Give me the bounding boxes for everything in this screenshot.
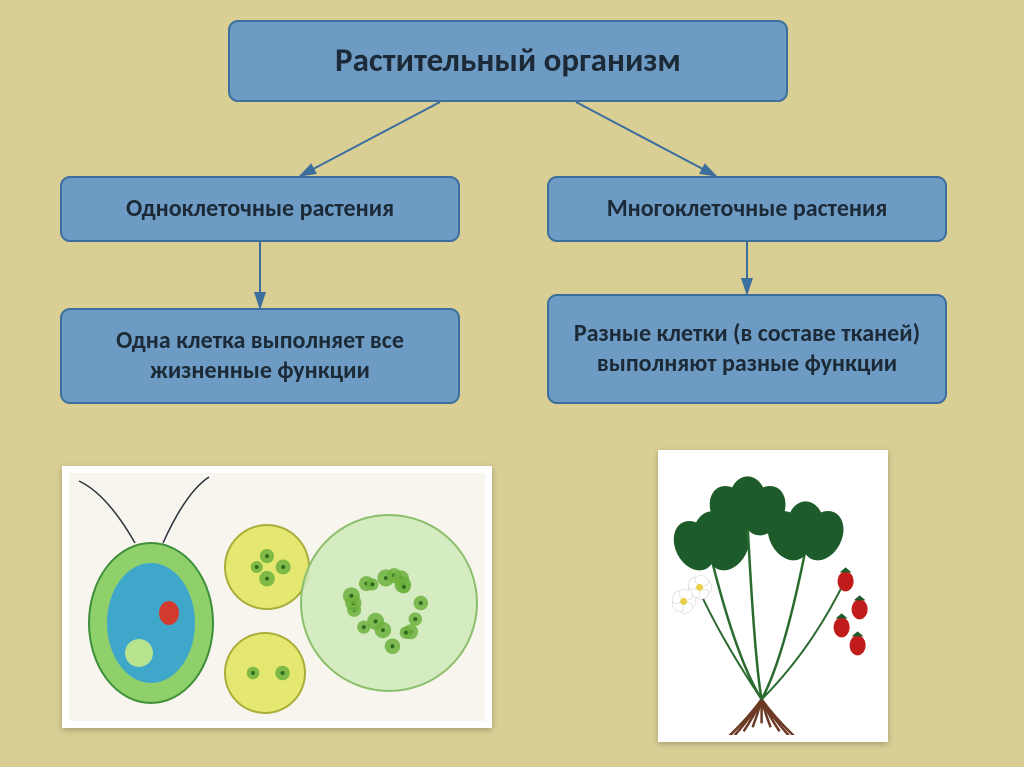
right-subtitle-text: Многоклеточные растения <box>607 194 888 224</box>
right-description-box: Разные клетки (в составе тканей) выполня… <box>547 294 947 404</box>
unicellular-illustration-inner <box>69 473 485 721</box>
left-subtitle-box: Одноклеточные растения <box>60 176 460 242</box>
unicellular-illustration <box>62 466 492 728</box>
title-text: Растительный организм <box>335 40 681 81</box>
multicellular-illustration-inner <box>665 457 881 735</box>
right-subtitle-box: Многоклеточные растения <box>547 176 947 242</box>
right-description-text: Разные клетки (в составе тканей) выполня… <box>563 319 931 379</box>
multicellular-illustration <box>658 450 888 742</box>
left-description-box: Одна клетка выполняет все жизненные функ… <box>60 308 460 404</box>
title-box: Растительный организм <box>228 20 788 102</box>
diagram-container: Растительный организм Одноклеточные раст… <box>0 0 1024 767</box>
left-description-text: Одна клетка выполняет все жизненные функ… <box>76 326 444 386</box>
left-subtitle-text: Одноклеточные растения <box>126 194 394 224</box>
